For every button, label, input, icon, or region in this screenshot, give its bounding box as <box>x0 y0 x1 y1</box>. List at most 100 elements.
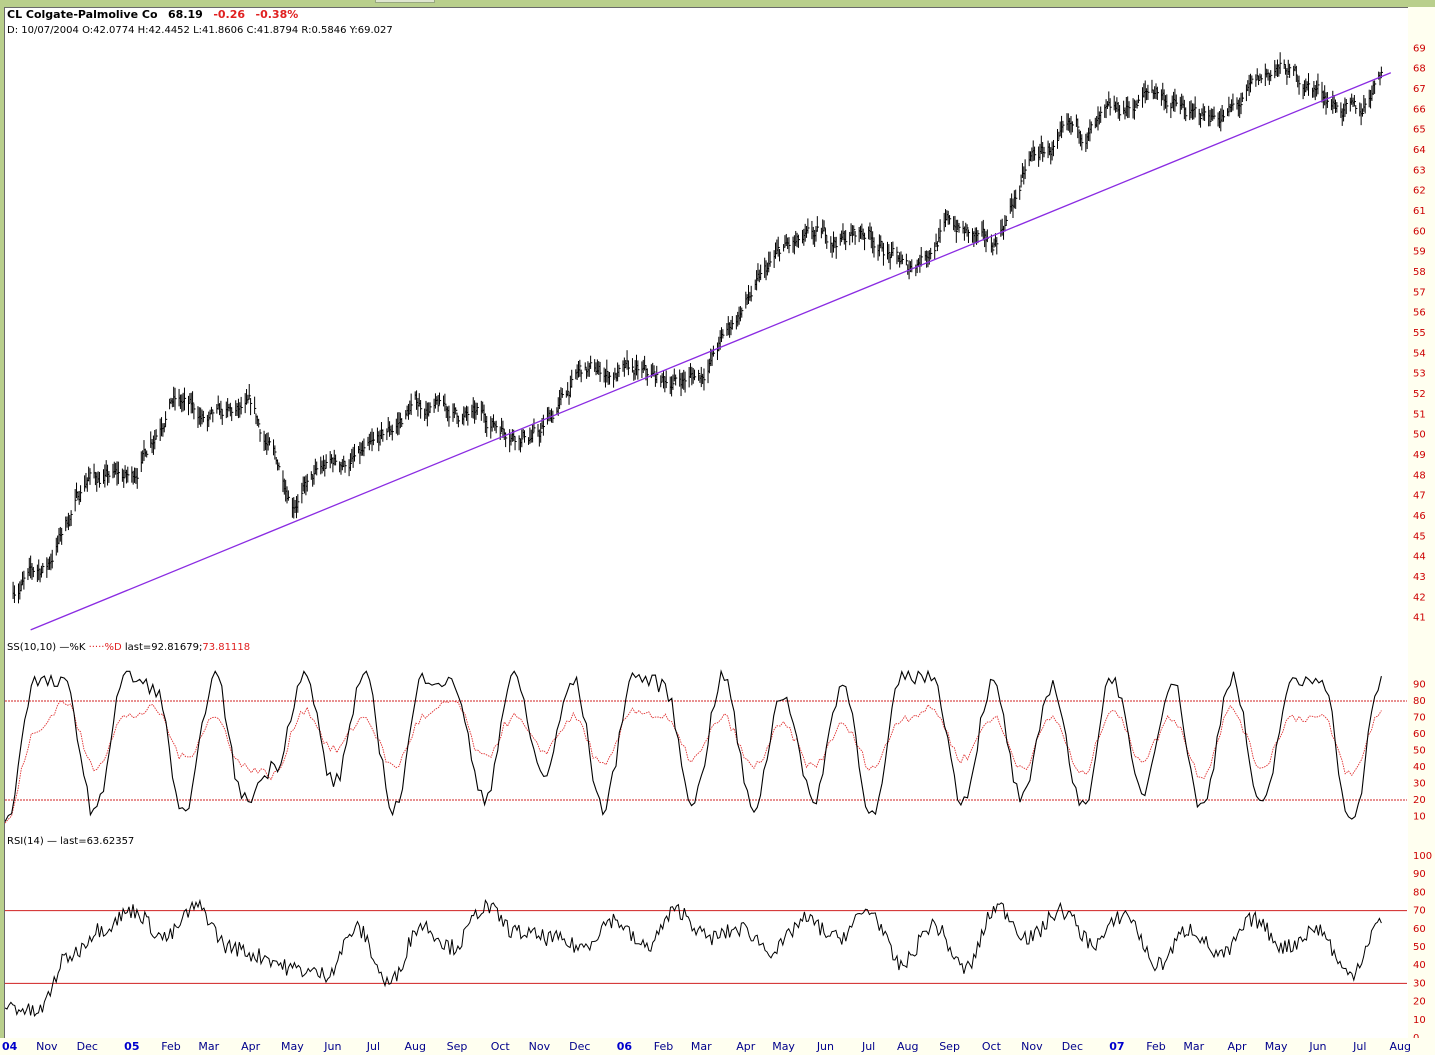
rsi-last: last=63.62357 <box>60 836 135 847</box>
rsi-tick-label: 80 <box>1413 887 1426 898</box>
x-tick-label: Jul <box>1352 1040 1366 1053</box>
y-axis: 41 42 43 44 45 46 47 48 49 50 51 52 53 54 55 56 57 58 59 60… <box>1413 43 1432 1038</box>
x-axis-strip: 04 Nov Dec 05 Feb Mar Apr May Jun Jul Aug Sep Oct Nov… <box>0 1038 1435 1055</box>
last-price: 68.19 <box>168 8 203 21</box>
x-tick-label: Apr <box>241 1040 261 1053</box>
chart-title-line: CL Colgate-Palmolive Co 68.19 -0.26 -0.3… <box>7 8 298 21</box>
price-tick-label: 65 <box>1413 125 1426 136</box>
price-tick-label: 60 <box>1413 226 1426 237</box>
x-tick-label: Nov <box>36 1040 58 1053</box>
rsi-tick-label: 30 <box>1413 978 1426 989</box>
x-tick-label: Feb <box>1146 1040 1165 1053</box>
chart-plot-area[interactable]: CL Colgate-Palmolive Co 68.19 -0.26 -0.3… <box>4 7 1409 1040</box>
symbol-name: CL Colgate-Palmolive Co <box>7 8 158 21</box>
trendline <box>30 72 1392 631</box>
x-tick-label: Nov <box>529 1040 551 1053</box>
ss-k-line <box>5 669 1382 822</box>
price-change-pct: -0.38% <box>255 8 299 21</box>
x-tick-label: Oct <box>982 1040 1002 1053</box>
x-tick-label: 06 <box>617 1040 633 1053</box>
price-tick-label: 43 <box>1413 572 1426 583</box>
ss-d-swatch: ····· <box>88 642 105 653</box>
ss-k-swatch: — <box>59 642 70 653</box>
rsi-label: RSI(14) <box>7 836 44 847</box>
price-tick-label: 46 <box>1413 511 1426 522</box>
ss-tick-label: 20 <box>1413 795 1426 806</box>
price-tick-label: 55 <box>1413 328 1426 339</box>
rsi-tick-label: 10 <box>1413 1015 1426 1026</box>
rsi-legend: RSI(14) — last=63.62357 <box>7 836 134 847</box>
x-tick-label: 04 <box>2 1040 18 1053</box>
rsi-tick-label: 70 <box>1413 906 1426 917</box>
x-tick-label: Dec <box>569 1040 590 1053</box>
x-tick-label: May <box>1265 1040 1288 1053</box>
x-tick-label: Feb <box>161 1040 180 1053</box>
rsi-tick-label: 50 <box>1413 942 1426 953</box>
x-tick-label: Apr <box>736 1040 756 1053</box>
x-tick-label: Aug <box>1390 1040 1411 1053</box>
price-tick-label: 52 <box>1413 389 1426 400</box>
ss-last-d: 73.81118 <box>202 642 251 653</box>
ss-tick-label: 70 <box>1413 713 1426 724</box>
price-tick-label: 56 <box>1413 308 1426 319</box>
ss-d-line <box>5 699 1382 824</box>
x-tick-label: Feb <box>654 1040 673 1053</box>
x-tick-label: Mar <box>691 1040 712 1053</box>
x-tick-label: Mar <box>198 1040 219 1053</box>
x-axis: 04 Nov Dec 05 Feb Mar Apr May Jun Jul Aug Sep Oct Nov… <box>2 1040 1411 1053</box>
x-tick-label: Dec <box>77 1040 98 1053</box>
price-tick-label: 57 <box>1413 287 1426 298</box>
x-tick-label: Sep <box>447 1040 468 1053</box>
price-tick-label: 63 <box>1413 165 1426 176</box>
ss-tick-label: 30 <box>1413 779 1426 790</box>
x-tick-label: May <box>281 1040 304 1053</box>
ohlc-readout: D: 10/07/2004 O:42.0774 H:42.4452 L:41.8… <box>7 25 393 36</box>
x-tick-label: Jun <box>1308 1040 1326 1053</box>
rsi-line <box>5 898 1382 1018</box>
rsi-tick-label: 60 <box>1413 924 1426 935</box>
x-tick-label: Jul <box>366 1040 380 1053</box>
x-tick-label: Jul <box>861 1040 875 1053</box>
price-tick-label: 42 <box>1413 592 1426 603</box>
price-tick-label: 66 <box>1413 104 1426 115</box>
price-change: -0.26 <box>213 8 246 21</box>
rsi-tick-label: 90 <box>1413 869 1426 880</box>
price-tick-label: 64 <box>1413 145 1426 156</box>
ss-legend: SS(10,10) —%K ·····%D last=92.81679;73.8… <box>7 642 250 653</box>
price-tick-label: 53 <box>1413 369 1426 380</box>
ss-label: SS(10,10) <box>7 642 57 653</box>
price-tick-label: 62 <box>1413 186 1426 197</box>
price-tick-label: 54 <box>1413 348 1426 359</box>
ss-tick-label: 50 <box>1413 746 1426 757</box>
chart-canvas <box>5 52 1407 1018</box>
x-tick-label: 05 <box>124 1040 139 1053</box>
x-tick-label: Oct <box>491 1040 511 1053</box>
price-tick-label: 51 <box>1413 409 1426 420</box>
price-tick-label: 58 <box>1413 267 1426 278</box>
ss-last-k: last=92.81679; <box>124 642 203 653</box>
x-tick-label: Nov <box>1021 1040 1043 1053</box>
price-tick-label: 59 <box>1413 247 1426 258</box>
price-tick-label: 69 <box>1413 43 1426 54</box>
ss-d-label: %D <box>104 642 122 653</box>
rsi-tick-label: 20 <box>1413 997 1426 1008</box>
price-tick-label: 44 <box>1413 552 1426 563</box>
x-tick-label: Aug <box>897 1040 918 1053</box>
window-tab[interactable] <box>375 0 435 3</box>
x-tick-label: Jun <box>323 1040 341 1053</box>
rsi-swatch: — <box>46 836 57 847</box>
price-tick-label: 45 <box>1413 531 1426 542</box>
ss-tick-label: 80 <box>1413 696 1426 707</box>
ss-tick-label: 40 <box>1413 762 1426 773</box>
x-tick-label: 07 <box>1109 1040 1124 1053</box>
x-tick-label: Mar <box>1183 1040 1204 1053</box>
y-axis-strip: 41 42 43 44 45 46 47 48 49 50 51 52 53 54 55 56 57 58 59 60… <box>1408 7 1435 1038</box>
rsi-tick-label: 40 <box>1413 960 1426 971</box>
x-tick-label: May <box>772 1040 795 1053</box>
x-tick-label: Jun <box>816 1040 834 1053</box>
ss-tick-label: 90 <box>1413 680 1426 691</box>
price-tick-label: 47 <box>1413 491 1426 502</box>
ss-k-label: %K <box>69 642 86 653</box>
x-tick-label: Sep <box>939 1040 960 1053</box>
